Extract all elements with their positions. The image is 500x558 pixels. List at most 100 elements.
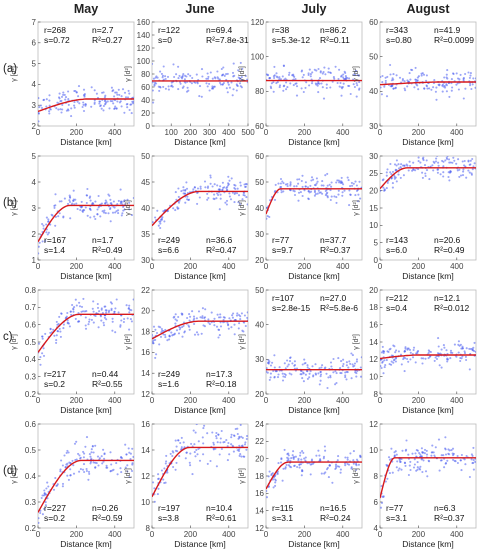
data-point [449,170,452,173]
y-tick-label: 60 [255,122,264,131]
data-point [181,74,184,77]
data-point [102,460,105,463]
data-point [279,177,283,181]
data-point [234,184,237,187]
data-point [355,375,358,378]
fit-line [380,457,476,499]
y-tick-label: 12 [141,472,150,481]
data-point [393,454,396,457]
y-tick-label: 18 [255,472,264,481]
data-point [428,178,431,181]
data-point [236,427,239,430]
data-point [206,462,209,465]
data-point [419,161,422,164]
data-point [352,459,355,462]
data-point [123,91,127,94]
data-point [436,156,439,157]
data-point [269,199,272,202]
data-point [41,513,44,516]
data-point [114,307,117,310]
data-point [455,162,458,165]
data-point [126,198,129,201]
data-point [462,168,465,171]
data-point [82,109,86,113]
fit-line [152,320,248,340]
data-point [270,82,273,85]
data-point [329,189,332,192]
data-point [396,460,399,463]
fit-line [266,188,362,215]
data-point [153,487,156,490]
data-point [384,364,387,367]
data-point [239,318,242,321]
data-point [206,432,209,435]
data-point [197,447,200,451]
data-point [184,201,187,204]
y-tick-label: 14 [141,446,150,455]
data-point [306,186,310,189]
data-point [437,161,440,164]
data-point [129,452,132,455]
fit-line [266,461,362,490]
data-point [119,324,122,327]
data-point [336,179,339,182]
data-point [382,495,385,498]
data-point [157,473,160,476]
data-point [114,211,117,214]
data-point [66,474,69,477]
data-point [380,366,383,370]
data-point [111,320,114,323]
data-point [395,466,398,469]
data-point [274,481,277,484]
data-point [297,199,300,202]
data-point [316,82,319,85]
data-point [380,365,382,368]
data-point [277,373,280,376]
data-point [444,448,447,451]
stat-r2: R²=0.27 [92,35,123,45]
data-point [309,75,312,78]
data-point [214,77,217,80]
y-tick-label: 30 [255,355,264,364]
data-point [392,73,395,76]
data-point [415,83,418,86]
data-point [282,89,285,92]
data-point [344,464,347,467]
data-point [313,189,316,192]
data-point [443,84,446,87]
data-point [68,194,71,197]
data-point [315,454,318,457]
data-point [104,102,107,105]
data-point [104,309,107,312]
data-point [165,454,168,457]
data-point [106,100,109,103]
data-point [440,366,443,369]
data-point [236,84,239,88]
data-point [407,360,410,363]
data-point [408,464,411,467]
data-point [400,468,403,471]
data-point [45,223,48,226]
data-point [213,183,216,186]
data-point [66,311,69,315]
y-tick-label: 60 [141,83,150,92]
data-point [409,351,412,354]
data-point [404,346,407,349]
data-point [279,78,282,81]
y-tick-label: 30 [255,230,264,239]
data-point [285,88,288,91]
data-point [78,454,81,457]
data-point [301,450,304,453]
x-tick-label: 200 [298,396,312,405]
y-tick-label: 5 [32,152,37,161]
data-point [99,215,102,218]
y-tick-label: 0 [374,256,379,265]
x-axis-label: Distance [km] [174,405,226,415]
data-point [335,201,338,204]
data-point [38,521,40,524]
data-point [170,331,173,334]
data-point [284,375,287,379]
data-point [277,182,280,185]
data-point [213,317,216,320]
data-point [183,78,186,81]
